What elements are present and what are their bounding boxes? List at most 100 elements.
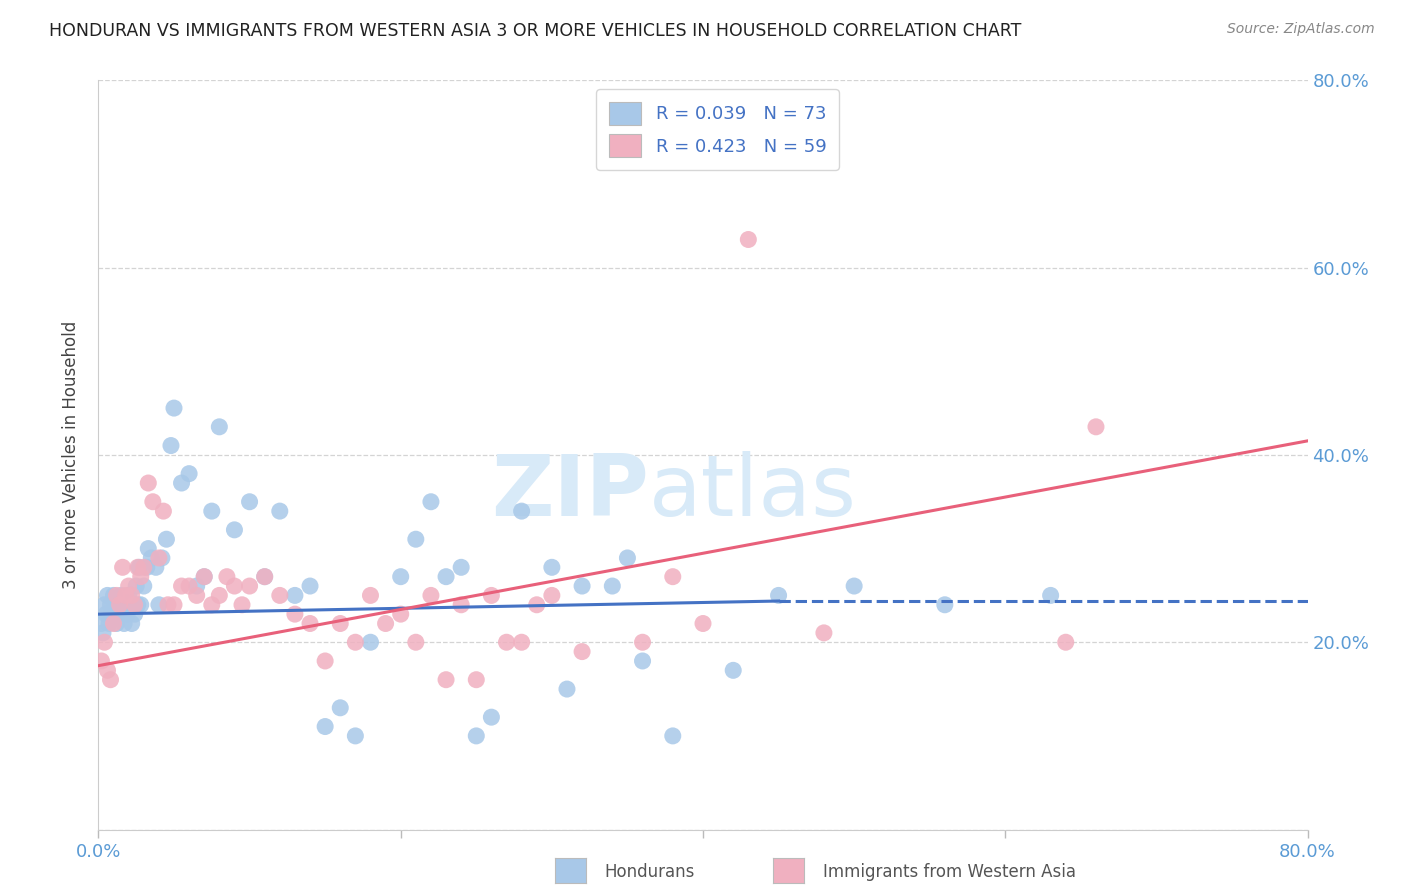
Point	[571, 579, 593, 593]
Point	[155, 532, 177, 546]
Point	[132, 579, 155, 593]
Point	[389, 570, 412, 584]
Point	[141, 551, 163, 566]
Point	[934, 598, 956, 612]
Point	[374, 616, 396, 631]
Point	[93, 598, 115, 612]
Point	[148, 551, 170, 566]
Point	[105, 616, 128, 631]
Point	[110, 589, 132, 603]
Point	[121, 589, 143, 603]
Point	[145, 560, 167, 574]
Point	[90, 654, 112, 668]
Point	[160, 439, 183, 453]
Point	[344, 635, 367, 649]
Point	[114, 598, 136, 612]
Point	[108, 607, 131, 621]
Point	[602, 579, 624, 593]
Point	[100, 673, 122, 687]
Point	[631, 635, 654, 649]
Point	[420, 589, 443, 603]
Point	[107, 598, 129, 612]
Point	[360, 589, 382, 603]
Point	[540, 589, 562, 603]
Point	[253, 570, 276, 584]
Point	[405, 635, 427, 649]
Point	[122, 598, 145, 612]
Point	[269, 504, 291, 518]
Point	[208, 589, 231, 603]
Point	[314, 719, 336, 733]
Point	[101, 607, 124, 621]
Point	[186, 589, 208, 603]
Point	[94, 607, 117, 621]
Point	[208, 420, 231, 434]
Point	[1085, 420, 1108, 434]
Point	[1054, 635, 1077, 649]
Point	[105, 589, 128, 603]
Point	[465, 673, 488, 687]
Point	[420, 494, 443, 508]
Point	[231, 598, 253, 612]
Point	[224, 523, 246, 537]
Point	[616, 551, 638, 566]
Point	[96, 589, 118, 603]
Point	[125, 579, 148, 593]
Point	[152, 504, 174, 518]
Point	[98, 616, 121, 631]
Point	[481, 710, 503, 724]
Point	[360, 635, 382, 649]
Point	[434, 570, 457, 584]
Point	[111, 598, 134, 612]
Point	[239, 579, 262, 593]
Point	[631, 654, 654, 668]
Point	[132, 560, 155, 574]
Point	[120, 598, 142, 612]
Point	[129, 570, 152, 584]
Point	[1039, 589, 1062, 603]
Point	[450, 560, 472, 574]
Point	[121, 616, 143, 631]
Point	[186, 579, 208, 593]
Point	[170, 476, 193, 491]
Point	[510, 635, 533, 649]
Point	[103, 616, 125, 631]
Point	[405, 532, 427, 546]
Point	[844, 579, 866, 593]
Point	[118, 579, 141, 593]
Point	[127, 560, 149, 574]
Point	[193, 570, 215, 584]
Point	[434, 673, 457, 687]
Point	[284, 607, 307, 621]
Point	[450, 598, 472, 612]
Text: HONDURAN VS IMMIGRANTS FROM WESTERN ASIA 3 OR MORE VEHICLES IN HOUSEHOLD CORRELA: HONDURAN VS IMMIGRANTS FROM WESTERN ASIA…	[49, 22, 1022, 40]
Point	[135, 560, 157, 574]
Legend: R = 0.039   N = 73, R = 0.423   N = 59: R = 0.039 N = 73, R = 0.423 N = 59	[596, 89, 839, 170]
Point	[124, 598, 146, 612]
Text: atlas: atlas	[648, 450, 856, 534]
Point	[163, 598, 186, 612]
Point	[344, 729, 367, 743]
Text: Hondurans: Hondurans	[605, 863, 695, 881]
Point	[269, 589, 291, 603]
Point	[170, 579, 193, 593]
Point	[91, 626, 114, 640]
Point	[314, 654, 336, 668]
Point	[540, 560, 562, 574]
Point	[661, 570, 683, 584]
Point	[124, 607, 146, 621]
Point	[115, 607, 138, 621]
Point	[201, 504, 224, 518]
Point	[108, 598, 131, 612]
Y-axis label: 3 or more Vehicles in Household: 3 or more Vehicles in Household	[62, 321, 80, 589]
Point	[737, 232, 759, 246]
Text: Immigrants from Western Asia: Immigrants from Western Asia	[823, 863, 1076, 881]
Point	[90, 616, 112, 631]
Point	[104, 598, 127, 612]
Point	[215, 570, 238, 584]
Point	[142, 494, 165, 508]
Point	[329, 616, 352, 631]
Point	[768, 589, 790, 603]
Point	[239, 494, 262, 508]
Point	[114, 589, 136, 603]
